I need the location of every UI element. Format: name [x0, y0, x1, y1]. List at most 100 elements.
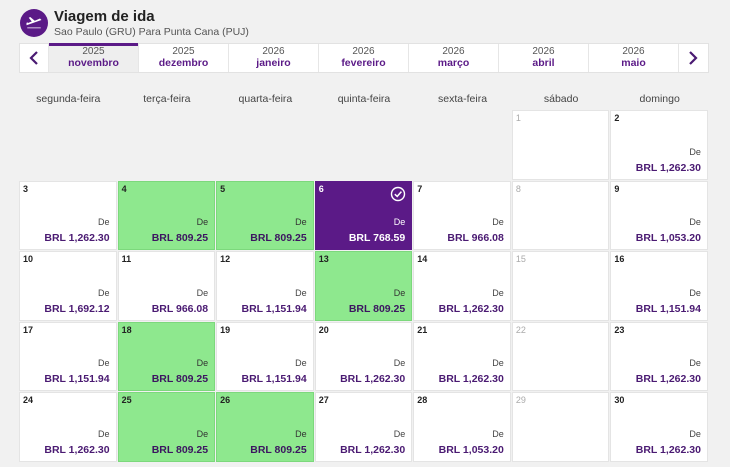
day-number: 29 — [515, 395, 526, 405]
day-number: 19 — [220, 324, 231, 335]
day-price: BRL 809.25 — [348, 302, 406, 315]
day-cell: 15 — [511, 251, 610, 321]
month-tab-name: março — [437, 57, 470, 69]
day-cell[interactable]: 26 De BRL 809.25 — [216, 392, 314, 462]
weekday-label: segunda-feira — [36, 93, 101, 105]
day-number: 22 — [515, 324, 526, 335]
page-title: Viagem de ida — [54, 7, 155, 25]
from-label: De — [98, 358, 110, 368]
from-label: De — [492, 428, 504, 439]
day-cell[interactable]: 20 De BRL 1,262.30 — [314, 321, 413, 391]
day-price: BRL 809.25 — [250, 443, 307, 456]
next-month-button[interactable] — [678, 44, 706, 72]
day-price: BRL 1,053.20 — [438, 443, 504, 456]
chevron-right-icon — [688, 51, 698, 65]
from-label: De — [98, 428, 110, 439]
day-price: BRL 809.25 — [151, 373, 209, 385]
weekday-label: terça-feira — [143, 93, 191, 105]
day-cell[interactable]: 16 De BRL 1,151.94 — [610, 251, 708, 321]
month-tab-name: janeiro — [256, 57, 291, 69]
day-cell[interactable]: 3 De BRL 1,262.30 — [19, 180, 117, 250]
month-selector: 2025 novembro 2025 dezembro 2026 janeiro 2026 f… — [19, 43, 709, 73]
previous-month-button[interactable] — [20, 44, 48, 72]
month-tab-3[interactable]: 2026 fevereiro — [318, 44, 408, 72]
day-number: 5 — [220, 183, 226, 194]
day-cell[interactable]: 6 De BRL 768.59 — [314, 180, 413, 250]
month-tab-0[interactable]: 2025 novembro — [48, 43, 138, 72]
month-tab-year: 2026 — [622, 46, 645, 57]
from-label: De — [689, 428, 701, 439]
day-price: BRL 1,151.94 — [635, 302, 701, 315]
from-label: De — [98, 287, 110, 298]
day-cell[interactable]: 14 De BRL 1,262.30 — [413, 251, 511, 321]
day-price: BRL 1,151.94 — [241, 302, 307, 315]
month-tab-5[interactable]: 2026 abril — [498, 44, 588, 72]
day-cell[interactable]: 5 De BRL 809.25 — [216, 180, 314, 250]
day-cell[interactable]: 10 De BRL 1,692.12 — [19, 251, 117, 321]
day-number: 3 — [23, 183, 29, 194]
day-cell: 22 — [511, 321, 610, 391]
day-number: 4 — [121, 183, 127, 194]
day-cell: 1 — [511, 110, 610, 180]
day-cell[interactable]: 9 De BRL 1,053.20 — [610, 180, 708, 250]
day-price: BRL 1,262.30 — [635, 161, 701, 174]
from-label: De — [295, 287, 307, 298]
day-cell[interactable]: 12 De BRL 1,151.94 — [216, 251, 314, 321]
day-number: 14 — [417, 254, 428, 264]
month-tab-year: 2025 — [82, 46, 105, 57]
day-cell[interactable]: 19 De BRL 1,151.94 — [216, 321, 314, 391]
day-cell[interactable]: 21 De BRL 1,262.30 — [413, 321, 511, 391]
day-number: 18 — [121, 324, 132, 335]
day-price: BRL 1,262.30 — [438, 302, 504, 315]
month-tab-year: 2025 — [172, 46, 195, 57]
from-label: De — [689, 358, 701, 368]
day-price: BRL 1,151.94 — [44, 373, 110, 385]
month-tab-1[interactable]: 2025 dezembro — [138, 44, 228, 72]
day-cell[interactable]: 23 De BRL 1,262.30 — [610, 321, 708, 391]
day-price: BRL 1,262.30 — [340, 373, 406, 385]
day-price: BRL 1,262.30 — [438, 373, 504, 385]
day-cell[interactable]: 7 De BRL 966.08 — [413, 180, 511, 250]
day-price: BRL 1,262.30 — [44, 232, 110, 244]
day-cell[interactable]: 18 De BRL 809.25 — [117, 321, 216, 391]
from-label: De — [98, 217, 110, 227]
day-cell[interactable]: 2 De BRL 1,262.30 — [610, 110, 708, 180]
day-cell[interactable]: 25 De BRL 809.25 — [117, 392, 216, 462]
day-cell[interactable]: 28 De BRL 1,053.20 — [413, 392, 511, 462]
weekday-label: sexta-feira — [438, 93, 488, 105]
day-cell[interactable]: 27 De BRL 1,262.30 — [314, 392, 413, 462]
month-tab-year: 2026 — [262, 46, 285, 57]
weekday-label: quinta-feira — [337, 93, 391, 105]
from-label: De — [492, 287, 504, 298]
empty-cell — [216, 110, 314, 180]
day-cell[interactable]: 24 De BRL 1,262.30 — [19, 392, 117, 462]
day-cell[interactable]: 13 De BRL 809.25 — [314, 251, 413, 321]
chevron-left-icon — [29, 51, 38, 65]
day-price: BRL 1,262.30 — [635, 373, 701, 385]
day-cell[interactable]: 11 De BRL 966.08 — [117, 251, 216, 321]
day-cell[interactable]: 4 De BRL 809.25 — [117, 180, 216, 250]
weekday-label: sábado — [543, 93, 579, 105]
month-tab-2[interactable]: 2026 janeiro — [228, 44, 318, 72]
from-label: De — [196, 428, 209, 439]
from-label: De — [295, 358, 307, 368]
day-number: 26 — [220, 395, 231, 405]
day-cell: 8 — [511, 180, 610, 250]
month-tab-6[interactable]: 2026 maio — [588, 44, 678, 72]
empty-cell — [315, 110, 413, 180]
day-number: 13 — [318, 254, 329, 264]
from-label: De — [196, 287, 209, 298]
month-tab-name: fevereiro — [341, 57, 386, 69]
day-cell[interactable]: 30 De BRL 1,262.30 — [610, 392, 708, 462]
month-tab-4[interactable]: 2026 março — [408, 44, 498, 72]
day-number: 12 — [220, 254, 231, 264]
day-price: BRL 768.59 — [348, 232, 406, 244]
day-price: BRL 809.25 — [151, 232, 209, 244]
day-number: 1 — [515, 113, 521, 123]
day-price: BRL 809.25 — [151, 443, 209, 456]
from-label: De — [393, 358, 406, 368]
day-number: 30 — [614, 395, 625, 405]
empty-cell — [118, 110, 216, 180]
day-cell[interactable]: 17 De BRL 1,151.94 — [19, 321, 117, 391]
day-number: 10 — [23, 254, 34, 264]
